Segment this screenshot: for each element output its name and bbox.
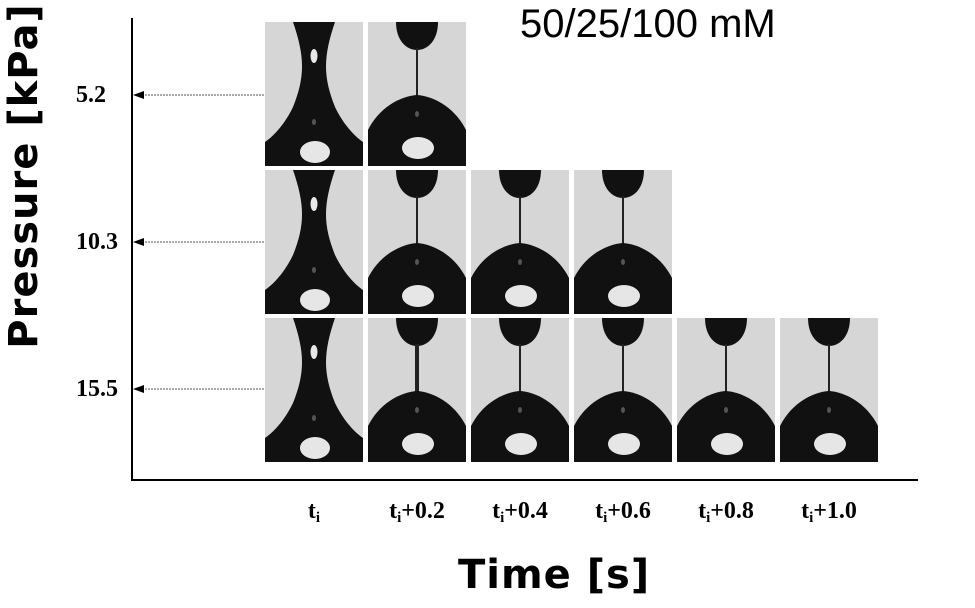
arrow-head-icon [133, 385, 144, 393]
droplet-frame-image [368, 318, 466, 462]
time-tick-label: ti [307, 498, 321, 526]
time-tick-label: ti+1.0 [801, 498, 857, 526]
arrow-head-icon [133, 91, 144, 99]
arrow-head-icon [133, 238, 144, 246]
pressure-arrows [133, 91, 265, 393]
time-tick-label: ti+0.8 [698, 498, 754, 526]
droplet-frame-image [368, 22, 466, 166]
droplet-frame-image [265, 170, 363, 314]
droplet-frame-image [677, 318, 775, 462]
time-tick-label: ti+0.2 [389, 498, 445, 526]
droplet-frame-image [574, 170, 672, 314]
droplet-frame-image [368, 170, 466, 314]
pressure-tick-label: 5.2 [76, 82, 106, 108]
y-axis-label: Pressure [kPa] [1, 3, 47, 349]
droplet-frame-image [265, 318, 363, 462]
droplet-frame-image [574, 318, 672, 462]
pressure-tick-label: 15.5 [76, 376, 118, 402]
chart-title: 50/25/100 mM [520, 2, 776, 46]
droplet-frame-image [471, 170, 569, 314]
droplet-frame-image [265, 22, 363, 166]
droplet-frame-image [780, 318, 878, 462]
time-tick-label: ti+0.6 [595, 498, 651, 526]
pressure-tick-label: 10.3 [76, 229, 118, 255]
x-axis-label: Time [s] [458, 552, 651, 598]
droplet-frame-image [471, 318, 569, 462]
time-tick-label: ti+0.4 [492, 498, 548, 526]
